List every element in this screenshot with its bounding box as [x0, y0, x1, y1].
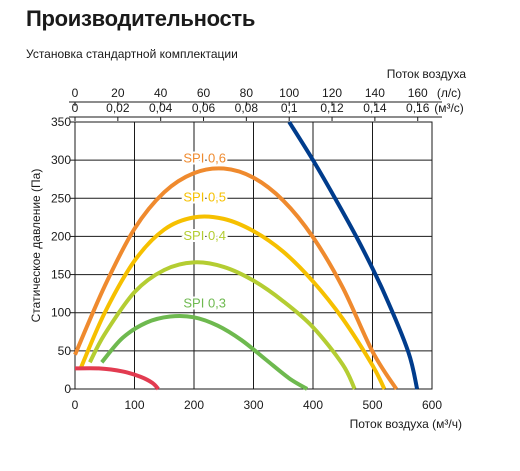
top-m3s-tick-label: 0,16	[406, 101, 430, 115]
page-title: Производительность	[26, 6, 256, 31]
spi-04-label: SPI 0,4	[183, 228, 226, 243]
top-m3s-tick-label: 0,14	[363, 101, 387, 115]
top-axis-title: Поток воздуха	[387, 67, 467, 81]
spi-05-label: SPI 0,5	[183, 189, 226, 204]
y-tick-label: 200	[51, 229, 71, 243]
top-ls-tick-label: 60	[197, 86, 211, 100]
y-tick-label: 50	[58, 344, 72, 358]
spi-04-curve	[88, 260, 357, 390]
top-m3s-tick-label: 0,02	[106, 101, 130, 115]
chart-axes: 0 100 200 300 400 500 600050100150200250300350…	[29, 67, 466, 431]
y-tick-label: 250	[51, 191, 71, 205]
y-tick-label: 150	[51, 268, 71, 282]
y-tick-label: 350	[51, 115, 71, 129]
top-m3s-tick-label: 0,06	[192, 101, 216, 115]
top-ls-tick-label: 120	[322, 86, 342, 100]
chart-labels: SPI 0,6 SPI 0,5 SPI 0,4 SPI 0,3	[181, 148, 228, 312]
top-m3s-tick-label: 0	[72, 101, 79, 115]
top-ls-tick-label: 20	[111, 86, 125, 100]
top-ls-tick-label: 100	[279, 86, 299, 100]
spi-03-label: SPI 0,3	[183, 295, 226, 310]
y-tick-label: 0	[64, 382, 71, 396]
top-ls-tick-label: 80	[240, 86, 254, 100]
top-ls-tick-label: 0	[72, 86, 79, 100]
chart-grid	[74, 121, 433, 390]
top-ls-tick-label: 40	[154, 86, 168, 100]
series-5-curve	[287, 120, 420, 390]
top-m3s-tick-label: 0,08	[235, 101, 259, 115]
top-m3s-tick-label: 0,12	[320, 101, 344, 115]
chart-curves	[73, 120, 420, 391]
x-axis-title: Поток воздуха (м³/ч)	[350, 417, 462, 431]
spi-06-label: SPI 0,6	[183, 150, 226, 165]
y-tick-label: 300	[51, 153, 71, 167]
page-subtitle: Установка стандартной комплектации	[26, 47, 238, 61]
x-tick-label: 100	[124, 398, 144, 412]
y-tick-label: 100	[51, 306, 71, 320]
top-m3s-tick-label: 0,1	[281, 101, 298, 115]
x-tick-label: 0	[72, 398, 79, 412]
spi-05-curve	[79, 214, 387, 390]
series-4-curve	[74, 366, 160, 391]
top-ls-unit-label: (л/с)	[437, 86, 461, 100]
x-tick-label: 200	[184, 398, 204, 412]
spi-06-curve	[73, 166, 398, 391]
x-tick-label: 600	[422, 398, 442, 412]
x-tick-label: 400	[303, 398, 323, 412]
x-tick-label: 500	[362, 398, 382, 412]
top-ls-tick-label: 140	[365, 86, 385, 100]
top-m3s-unit-label: (м³/с)	[434, 101, 464, 115]
top-ls-tick-label: 160	[408, 86, 428, 100]
x-tick-label: 300	[243, 398, 263, 412]
spi-03-curve	[100, 313, 309, 391]
y-axis-title: Статическое давление (Па)	[29, 169, 43, 323]
top-m3s-tick-label: 0,04	[149, 101, 173, 115]
